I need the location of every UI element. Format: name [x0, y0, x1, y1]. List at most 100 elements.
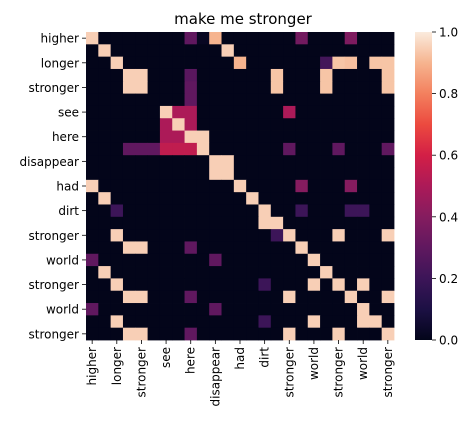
heatmap-cell: [209, 105, 222, 119]
x-tick-label: stronger: [332, 347, 346, 398]
heatmap-cell: [221, 315, 235, 329]
heatmap-cell: [381, 253, 395, 267]
heatmap-cell: [86, 56, 99, 70]
heatmap-cell: [369, 290, 383, 304]
heatmap-cell: [283, 192, 296, 205]
heatmap-cell: [98, 303, 112, 316]
heatmap-cell: [159, 56, 173, 70]
heatmap-cell: [283, 229, 296, 242]
heatmap-cell: [233, 315, 247, 329]
heatmap-cell: [184, 81, 198, 94]
heatmap-cell: [159, 81, 173, 94]
heatmap-cell: [122, 327, 136, 341]
heatmap-cell: [86, 118, 99, 131]
heatmap-cell: [196, 253, 210, 267]
heatmap-cell: [258, 290, 272, 304]
heatmap-cell: [295, 278, 309, 292]
heatmap-cell: [270, 93, 284, 107]
heatmap-cell: [221, 68, 235, 82]
heatmap-cell: [147, 81, 161, 94]
y-tick-label: here: [52, 130, 79, 144]
heatmap-cell: [172, 192, 185, 205]
heatmap-cell: [369, 167, 383, 181]
heatmap-cell: [221, 179, 235, 193]
heatmap-cell: [295, 192, 309, 205]
heatmap-cell: [110, 253, 124, 267]
heatmap-cell: [295, 241, 309, 255]
heatmap-cell: [246, 56, 259, 70]
heatmap-cell: [332, 68, 346, 82]
heatmap-cell: [147, 303, 161, 316]
heatmap-cell: [369, 44, 383, 58]
heatmap-cell: [381, 56, 395, 70]
heatmap-cell: [233, 278, 247, 292]
heatmap-cell: [98, 118, 112, 131]
heatmap-cell: [344, 216, 358, 230]
heatmap-cell: [233, 105, 247, 119]
heatmap-cell: [209, 167, 222, 181]
heatmap-cell: [135, 93, 148, 107]
x-tick-label: higher: [85, 347, 99, 386]
heatmap-cell: [369, 56, 383, 70]
colorbar-ticks: 0.0 0.2 0.4 0.6 0.8 1.0: [432, 26, 458, 348]
heatmap-cell: [233, 118, 247, 131]
heatmap-cell: [270, 155, 284, 168]
heatmap-cell: [147, 290, 161, 304]
y-tick-label: stronger: [28, 229, 79, 243]
heatmap-cell: [209, 278, 222, 292]
heatmap-cell: [122, 155, 136, 168]
heatmap-cell: [159, 315, 173, 329]
heatmap-cell: [344, 93, 358, 107]
heatmap-cell: [147, 192, 161, 205]
heatmap-cell: [246, 192, 259, 205]
heatmap-cell: [332, 130, 346, 144]
heatmap-cell: [221, 81, 235, 94]
heatmap-cell: [98, 204, 112, 218]
heatmap-cell: [258, 118, 272, 131]
heatmap-cell: [270, 68, 284, 82]
heatmap-cell: [258, 167, 272, 181]
heatmap-cell: [172, 229, 185, 242]
heatmap-cell: [98, 130, 112, 144]
heatmap-cell: [320, 216, 333, 230]
heatmap-cell: [159, 130, 173, 144]
heatmap-cell: [307, 81, 321, 94]
heatmap-cell: [381, 118, 395, 131]
heatmap-cell: [221, 118, 235, 131]
heatmap-cell: [110, 303, 124, 316]
colorbar-tick-label: 1.0: [439, 26, 458, 40]
heatmap-cell: [86, 327, 99, 341]
heatmap-cell: [344, 81, 358, 94]
heatmap-cell: [369, 216, 383, 230]
heatmap-cell: [320, 167, 333, 181]
heatmap-cell: [110, 118, 124, 131]
heatmap-cell: [283, 241, 296, 255]
y-tick-label: world: [46, 253, 79, 267]
heatmap-cell: [209, 93, 222, 107]
y-axis-ticks: higher longer stronger see here disappear had d…: [20, 32, 86, 341]
heatmap-cell: [258, 179, 272, 193]
heatmap-cell: [357, 192, 370, 205]
heatmap-cell: [122, 56, 136, 70]
heatmap-cell: [258, 93, 272, 107]
heatmap-cell: [135, 68, 148, 82]
heatmap-cell: [246, 130, 259, 144]
heatmap-cell: [147, 253, 161, 267]
heatmap-cell: [98, 32, 112, 45]
heatmap-cell: [307, 266, 321, 279]
heatmap-cell: [209, 303, 222, 316]
heatmap-cell: [196, 44, 210, 58]
heatmap-cell: [122, 130, 136, 144]
heatmap-cell: [196, 68, 210, 82]
heatmap-cell: [357, 179, 370, 193]
heatmap-cell: [307, 192, 321, 205]
heatmap-cell: [246, 118, 259, 131]
heatmap-cell: [357, 290, 370, 304]
heatmap-cell: [258, 142, 272, 156]
heatmap-cell: [196, 105, 210, 119]
heatmap-cell: [122, 315, 136, 329]
heatmap-cell: [233, 303, 247, 316]
heatmap-cell: [122, 241, 136, 255]
heatmap-cell: [295, 155, 309, 168]
heatmap-cell: [110, 93, 124, 107]
